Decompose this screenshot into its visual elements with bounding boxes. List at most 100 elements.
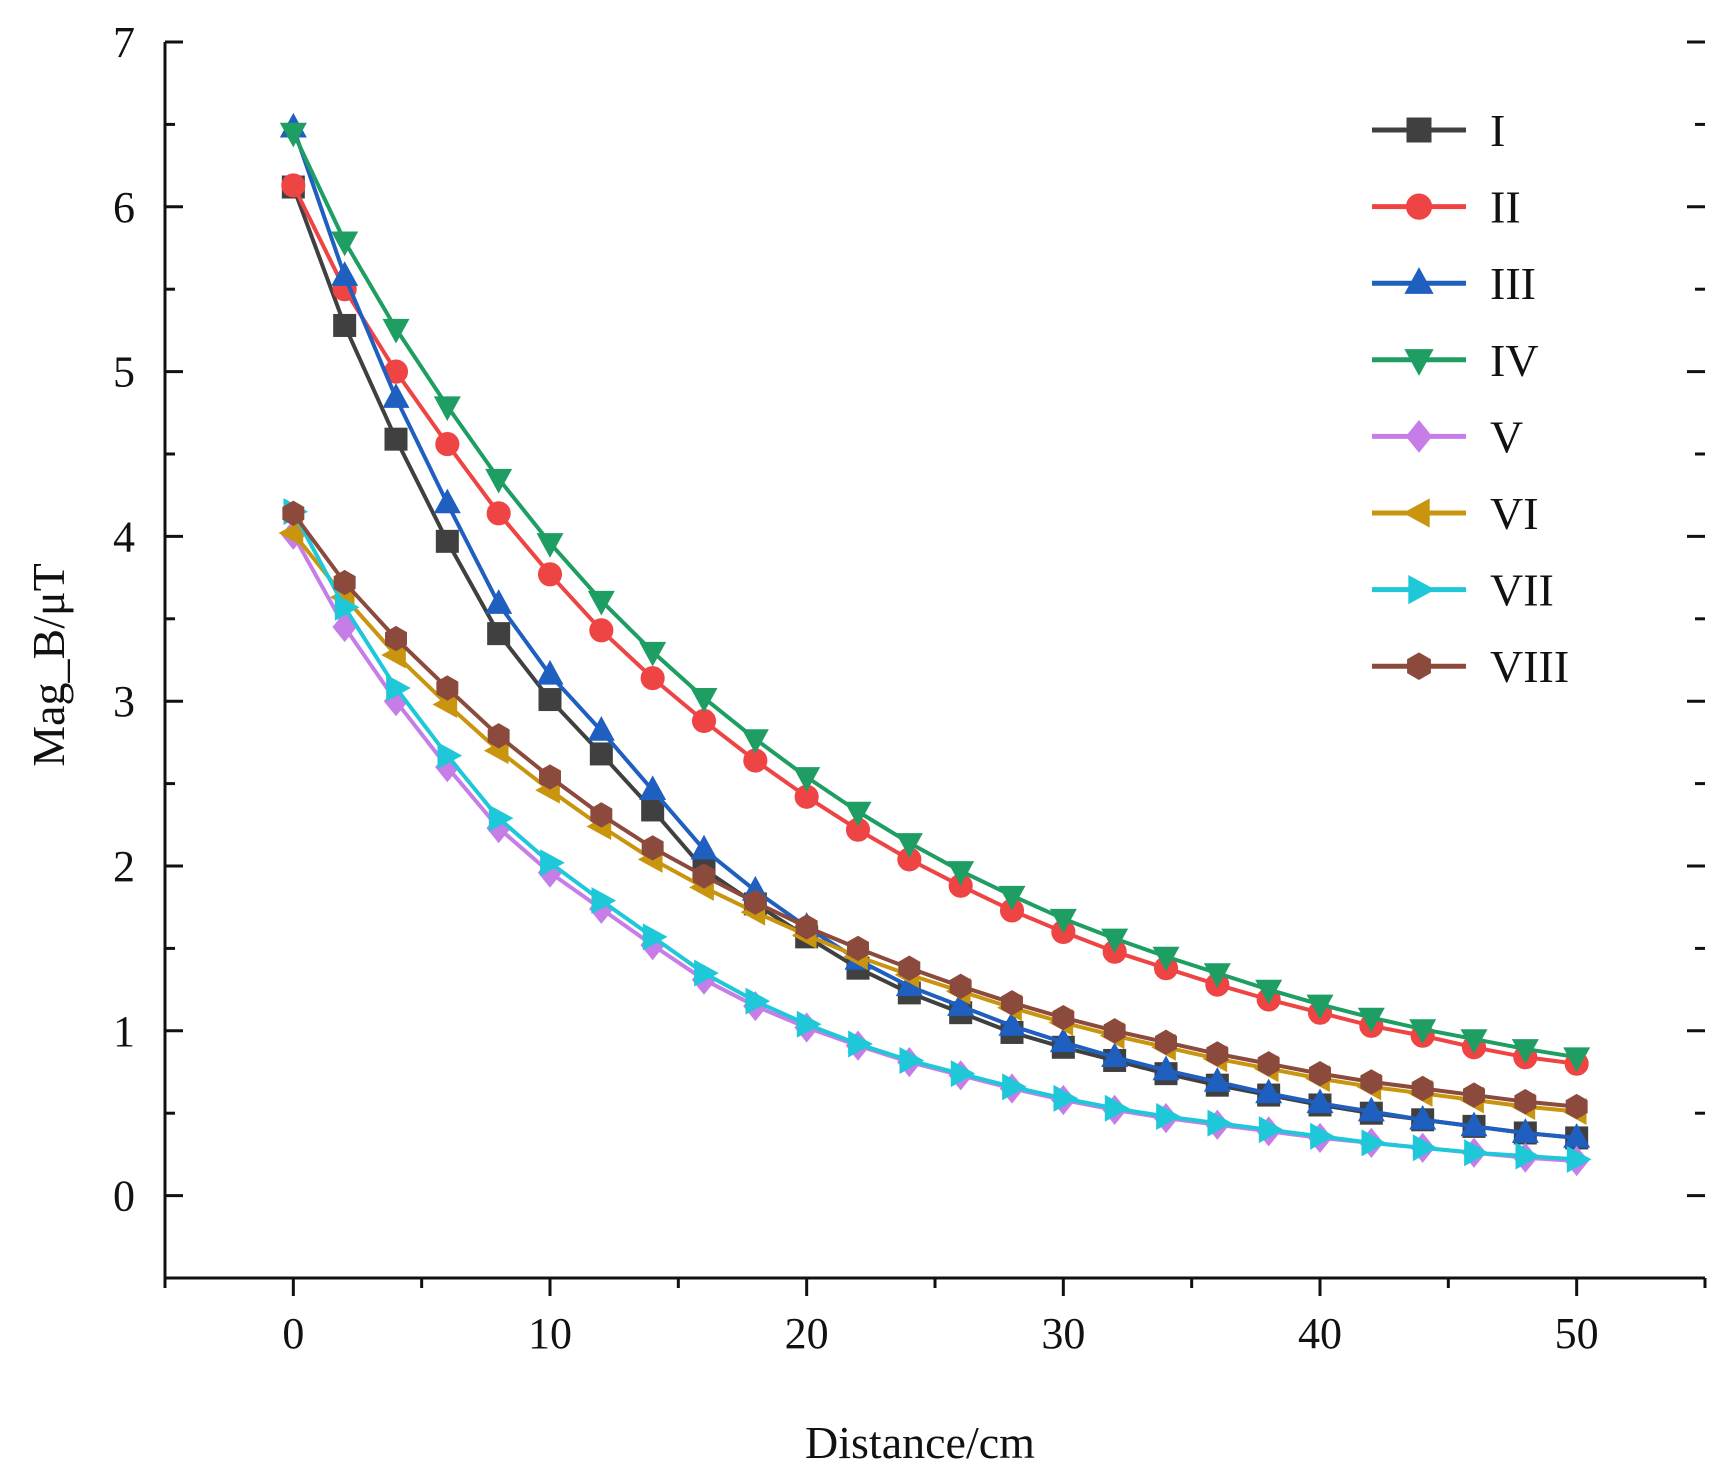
data-point bbox=[382, 318, 410, 344]
y-axis-title: Mag_B/μT bbox=[23, 563, 74, 767]
data-point bbox=[1306, 994, 1334, 1020]
data-point bbox=[895, 833, 923, 858]
data-point bbox=[639, 641, 667, 667]
y-tick-label: 5 bbox=[113, 348, 135, 397]
data-point bbox=[437, 742, 463, 770]
data-point bbox=[1511, 1118, 1539, 1143]
data-point bbox=[1002, 1073, 1027, 1101]
data-point bbox=[587, 716, 615, 741]
series-8 bbox=[282, 500, 1588, 1120]
x-tick-label: 30 bbox=[1041, 1309, 1085, 1358]
data-point bbox=[899, 1046, 925, 1074]
data-point bbox=[642, 923, 668, 951]
x-tick-label: 40 bbox=[1298, 1309, 1342, 1358]
data-point bbox=[1001, 990, 1023, 1016]
legend-marker bbox=[1407, 652, 1431, 680]
data-point bbox=[947, 861, 975, 886]
legend-entry: I bbox=[1372, 105, 1505, 156]
data-point bbox=[1463, 1082, 1485, 1108]
data-point bbox=[898, 955, 921, 981]
data-point bbox=[384, 427, 408, 451]
legend-label: IV bbox=[1490, 335, 1539, 386]
legend-label: V bbox=[1490, 411, 1523, 462]
data-point bbox=[1566, 1145, 1592, 1173]
data-point bbox=[1156, 1103, 1181, 1130]
data-point bbox=[639, 775, 667, 801]
data-point bbox=[793, 767, 821, 792]
legend-label: VIII bbox=[1490, 641, 1569, 692]
series-2 bbox=[281, 173, 1589, 1076]
series-line bbox=[291, 131, 1577, 1060]
y-tick-label: 2 bbox=[113, 842, 135, 891]
legend-entry: V bbox=[1372, 411, 1523, 462]
data-point bbox=[1514, 1088, 1537, 1115]
data-point bbox=[641, 835, 664, 861]
data-point bbox=[488, 804, 514, 832]
data-point bbox=[333, 313, 357, 337]
data-point bbox=[1103, 1018, 1126, 1044]
legend-label: I bbox=[1490, 105, 1505, 156]
data-point bbox=[1411, 1075, 1434, 1102]
series-1 bbox=[281, 175, 1589, 1150]
data-point bbox=[433, 488, 461, 514]
data-point bbox=[1565, 1093, 1588, 1120]
data-point bbox=[536, 533, 564, 558]
series-5 bbox=[281, 519, 1589, 1177]
data-point bbox=[1152, 946, 1180, 972]
data-point bbox=[1357, 1007, 1385, 1033]
data-point bbox=[1309, 1060, 1331, 1087]
x-tick-label: 10 bbox=[528, 1309, 572, 1358]
data-point bbox=[1310, 1122, 1335, 1150]
data-point bbox=[382, 383, 410, 408]
data-point bbox=[1357, 1096, 1385, 1122]
legend-marker bbox=[1405, 420, 1433, 453]
data-point bbox=[640, 666, 665, 691]
data-point bbox=[435, 432, 460, 457]
data-point bbox=[1511, 1039, 1539, 1064]
data-point bbox=[1049, 1027, 1077, 1053]
data-point bbox=[333, 569, 356, 596]
data-point bbox=[694, 959, 719, 987]
data-point bbox=[1306, 1088, 1334, 1114]
data-point bbox=[1258, 1116, 1284, 1144]
series-line bbox=[291, 184, 1577, 1066]
data-point bbox=[1206, 1041, 1229, 1067]
data-point bbox=[795, 914, 818, 940]
data-point bbox=[487, 723, 510, 749]
data-point bbox=[485, 589, 513, 614]
series-7 bbox=[283, 498, 1592, 1173]
data-point bbox=[998, 885, 1026, 911]
series-4 bbox=[279, 122, 1591, 1072]
data-point bbox=[536, 660, 564, 685]
data-point bbox=[1257, 1051, 1280, 1077]
legend-entry: VIII bbox=[1372, 641, 1569, 692]
data-point bbox=[1360, 1069, 1383, 1095]
legend-entry: VI bbox=[1372, 488, 1539, 539]
data-point bbox=[744, 889, 767, 915]
y-tick-label: 3 bbox=[113, 677, 135, 726]
data-point bbox=[1460, 1111, 1488, 1137]
data-point bbox=[1053, 1084, 1079, 1112]
data-point bbox=[385, 625, 407, 652]
plot-area bbox=[278, 112, 1592, 1177]
legend-marker bbox=[1402, 498, 1430, 528]
data-point bbox=[745, 987, 771, 1015]
data-point bbox=[1101, 928, 1129, 954]
data-point bbox=[998, 1011, 1026, 1036]
data-point bbox=[334, 593, 360, 621]
data-point bbox=[436, 675, 459, 701]
data-point bbox=[591, 887, 617, 915]
legend-marker bbox=[1404, 349, 1434, 376]
x-tick-label: 50 bbox=[1555, 1309, 1599, 1358]
data-point bbox=[1515, 1142, 1541, 1170]
legend-marker bbox=[1406, 117, 1432, 143]
data-point bbox=[331, 261, 359, 286]
data-point bbox=[281, 173, 306, 198]
data-point bbox=[1361, 1129, 1387, 1157]
data-point bbox=[1412, 1134, 1438, 1162]
data-point bbox=[741, 729, 769, 754]
data-point bbox=[538, 688, 562, 712]
data-point bbox=[435, 529, 459, 553]
